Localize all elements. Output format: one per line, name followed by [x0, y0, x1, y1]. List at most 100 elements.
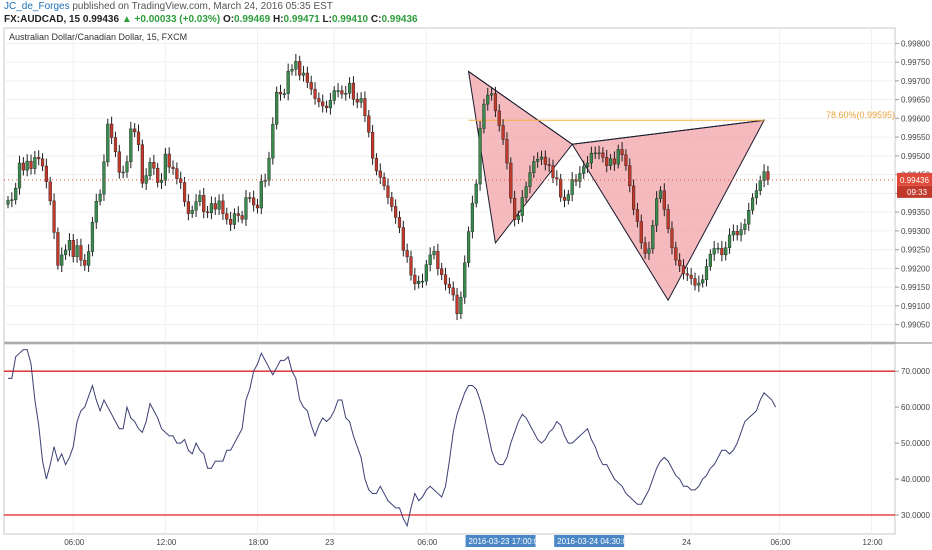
candle-body	[309, 82, 313, 90]
rsi-indicator	[4, 349, 895, 528]
candle-body	[582, 166, 586, 174]
candle-body	[217, 200, 221, 210]
candle-body	[278, 91, 283, 95]
candle-body	[37, 157, 41, 160]
candle-body	[363, 98, 367, 116]
candle-body	[643, 242, 647, 254]
high-label: H:	[272, 14, 284, 25]
range-end-label: 2016-03-24 04:30:00	[557, 537, 632, 546]
candle-body	[436, 250, 440, 269]
candle-body	[451, 287, 455, 296]
candle-body	[117, 151, 121, 173]
candle-body	[497, 110, 501, 126]
candle-body	[762, 171, 766, 181]
candle-body	[52, 200, 56, 233]
candle-body	[344, 93, 348, 95]
candle-body	[766, 171, 770, 181]
time-tick-label: 06:00	[770, 538, 791, 547]
candle-body	[67, 240, 72, 251]
author-link[interactable]: JC_de_Forges	[4, 1, 70, 12]
candle-body	[21, 162, 25, 171]
candle-body	[743, 223, 747, 230]
candle-body	[616, 149, 620, 165]
candle-body	[248, 197, 252, 199]
candle-body	[555, 177, 559, 180]
candle-body	[371, 132, 375, 159]
price-tick-label: 0.99550	[901, 133, 930, 142]
candle-body	[593, 152, 597, 155]
candle-body	[647, 248, 651, 254]
candle-body	[290, 69, 294, 72]
candle-body	[144, 175, 148, 184]
candle-body	[359, 98, 363, 103]
candle-body	[689, 274, 693, 279]
time-tick-label: 06:00	[417, 538, 438, 547]
candle-body	[674, 247, 678, 261]
candle-body	[509, 162, 513, 199]
candle-body	[240, 215, 244, 220]
candle-body	[25, 160, 29, 171]
candle-body	[524, 186, 528, 198]
candle-body	[317, 98, 321, 103]
candle-body	[516, 215, 521, 220]
candle-body	[79, 245, 83, 261]
candle-body	[71, 240, 75, 257]
candle-body	[539, 156, 544, 160]
candle-body	[459, 297, 463, 314]
candle-body	[424, 264, 428, 282]
time-tick-label: 06:00	[64, 538, 85, 547]
candle-body	[532, 161, 536, 173]
candle-body	[44, 165, 48, 182]
fib-label: 78.60%(0.99595)	[826, 110, 895, 120]
candle-body	[186, 201, 190, 214]
candle-body	[159, 180, 164, 183]
candle-body	[720, 247, 724, 256]
candle-body	[666, 209, 670, 229]
price-tick-label: 0.99650	[901, 96, 930, 105]
candle-body	[129, 128, 133, 163]
candle-body	[263, 180, 267, 182]
candle-body	[662, 190, 666, 210]
candle-body	[482, 103, 486, 129]
candle-body	[313, 88, 317, 99]
price-tick-label: 0.99700	[901, 77, 930, 86]
candle-body	[585, 162, 590, 167]
rsi-tick-label: 60.0000	[901, 403, 930, 412]
range-start-label: 2016-03-23 17:00:00	[469, 537, 544, 546]
symbol-label: FX:AUDCAD, 15	[4, 14, 81, 25]
candle-body	[6, 200, 10, 205]
price-tick-label: 0.99800	[901, 39, 930, 48]
candle-body	[443, 274, 448, 285]
candle-body	[347, 82, 352, 94]
candle-body	[301, 72, 306, 76]
candle-body	[413, 274, 417, 284]
low-value: 0.99410	[331, 14, 369, 25]
candle-body	[589, 153, 593, 164]
chart-frame	[3, 27, 932, 535]
candle-body	[513, 198, 517, 220]
change-arrow-icon: ▲	[121, 14, 132, 25]
price-tick-label: 0.99150	[901, 283, 930, 292]
candle-body	[252, 197, 256, 206]
candle-body	[655, 198, 659, 226]
candle-body	[179, 178, 183, 183]
grid-lines	[4, 28, 895, 534]
candle-body	[608, 158, 613, 166]
candle-body	[202, 195, 206, 212]
candle-body	[236, 213, 240, 216]
candle-body	[597, 152, 601, 155]
candle-body	[624, 154, 628, 166]
candle-body	[631, 185, 636, 210]
candle-body	[401, 227, 405, 251]
last-price-text: 0.99436	[900, 176, 929, 185]
candle-body	[685, 273, 689, 276]
candle-body	[374, 157, 379, 172]
candle-body	[559, 178, 563, 198]
candle-body	[489, 93, 494, 96]
candle-body	[94, 201, 98, 223]
rsi-tick-label: 30.0000	[901, 511, 930, 520]
publish-line: JC_de_Forges published on TradingView.co…	[4, 1, 333, 12]
candle-body	[390, 197, 394, 207]
low-label: L:	[322, 14, 332, 25]
